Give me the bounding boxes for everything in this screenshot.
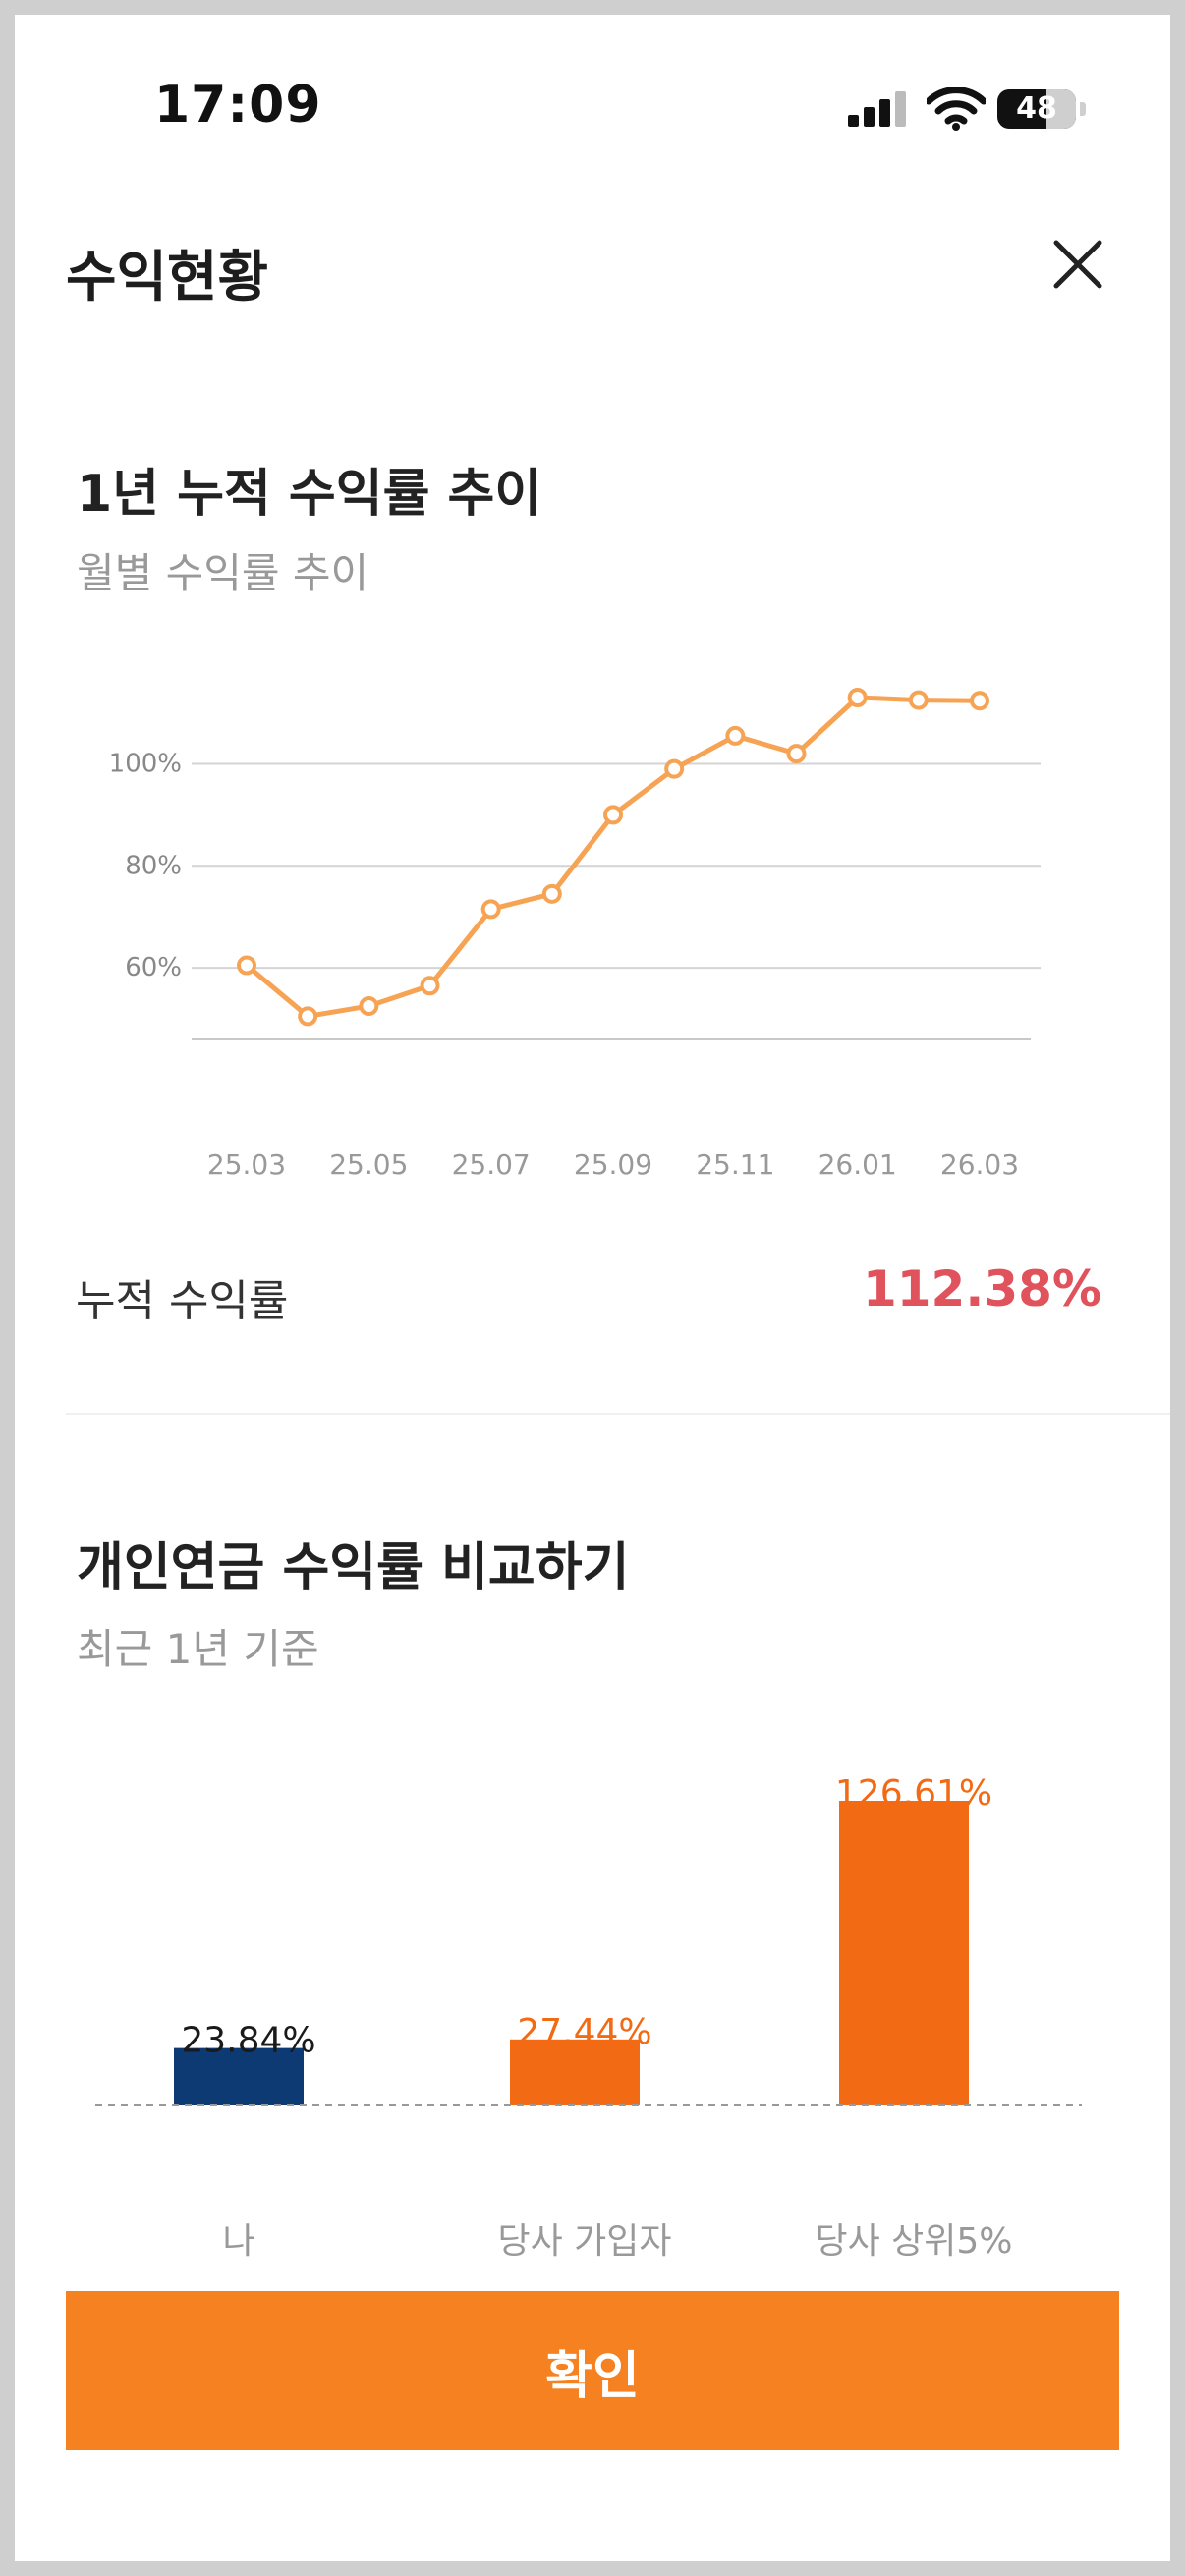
- data-point: [786, 744, 807, 764]
- y-tick-label: 100%: [109, 749, 182, 778]
- battery-icon: 48: [997, 89, 1076, 129]
- cumulative-return-label: 누적 수익률: [76, 1276, 289, 1326]
- screen: 17:09 48 수익현황 1년 누적 수익률 추이 월별 수익률 추이 60%…: [15, 15, 1170, 2561]
- data-point: [847, 688, 868, 707]
- category-label: 당사 상위5%: [815, 2221, 1012, 2262]
- bar-value-label: 27.44%: [517, 2012, 651, 2052]
- battery-level: 48: [1016, 91, 1057, 126]
- data-point: [603, 805, 623, 825]
- status-time: 17:09: [154, 76, 322, 135]
- data-point: [725, 725, 746, 746]
- cellular-signal-icon: [848, 91, 907, 127]
- data-point: [237, 955, 256, 976]
- bar: [510, 2039, 640, 2105]
- data-point: [298, 1006, 318, 1027]
- x-tick-label: 25.09: [574, 1148, 652, 1181]
- trend-section-subtitle: 월별 수익률 추이: [77, 549, 369, 597]
- x-tick-label: 25.05: [329, 1148, 408, 1181]
- cumulative-return-line-chart: 60% 80% 100% 25.03 25.05 25.07 25.09 25.11 26.01…: [109, 688, 1041, 1181]
- compare-section-subtitle: 최근 1년 기준: [77, 1625, 319, 1673]
- data-point: [359, 996, 379, 1017]
- data-point: [480, 899, 501, 920]
- x-tick-label: 26.03: [940, 1148, 1019, 1181]
- data-point: [420, 976, 440, 996]
- trend-section-title: 1년 누적 수익률 추이: [77, 465, 542, 524]
- bar: [839, 1801, 969, 2105]
- x-tick-label: 25.03: [207, 1148, 286, 1181]
- x-tick-label: 25.07: [452, 1148, 531, 1181]
- confirm-button[interactable]: 확인: [66, 2291, 1119, 2450]
- page-title: 수익현황: [66, 246, 269, 309]
- compare-section-title: 개인연금 수익률 비교하기: [77, 1539, 630, 1597]
- bar: [174, 2047, 304, 2105]
- close-button[interactable]: [1046, 233, 1109, 296]
- wifi-icon: [927, 87, 986, 131]
- cumulative-return-value: 112.38%: [862, 1260, 1101, 1317]
- close-icon: [1053, 240, 1102, 289]
- bar-value-label: 126.61%: [835, 1773, 992, 1814]
- category-label: 당사 가입자: [497, 2221, 671, 2262]
- data-point: [541, 883, 562, 904]
- data-point: [970, 691, 989, 711]
- y-tick-label: 60%: [125, 953, 182, 982]
- bar-value-label: 23.84%: [181, 2021, 315, 2061]
- data-point: [664, 758, 685, 779]
- return-comparison-bar-chart: 23.84% 나 27.44% 당사 가입자 126.61% 당사 상위5%: [95, 1773, 1082, 2262]
- x-tick-label: 26.01: [818, 1148, 897, 1181]
- section-divider: [66, 1413, 1170, 1415]
- category-label: 나: [222, 2221, 254, 2262]
- x-tick-label: 25.11: [696, 1148, 774, 1181]
- y-tick-label: 80%: [125, 851, 182, 880]
- data-point: [908, 690, 929, 710]
